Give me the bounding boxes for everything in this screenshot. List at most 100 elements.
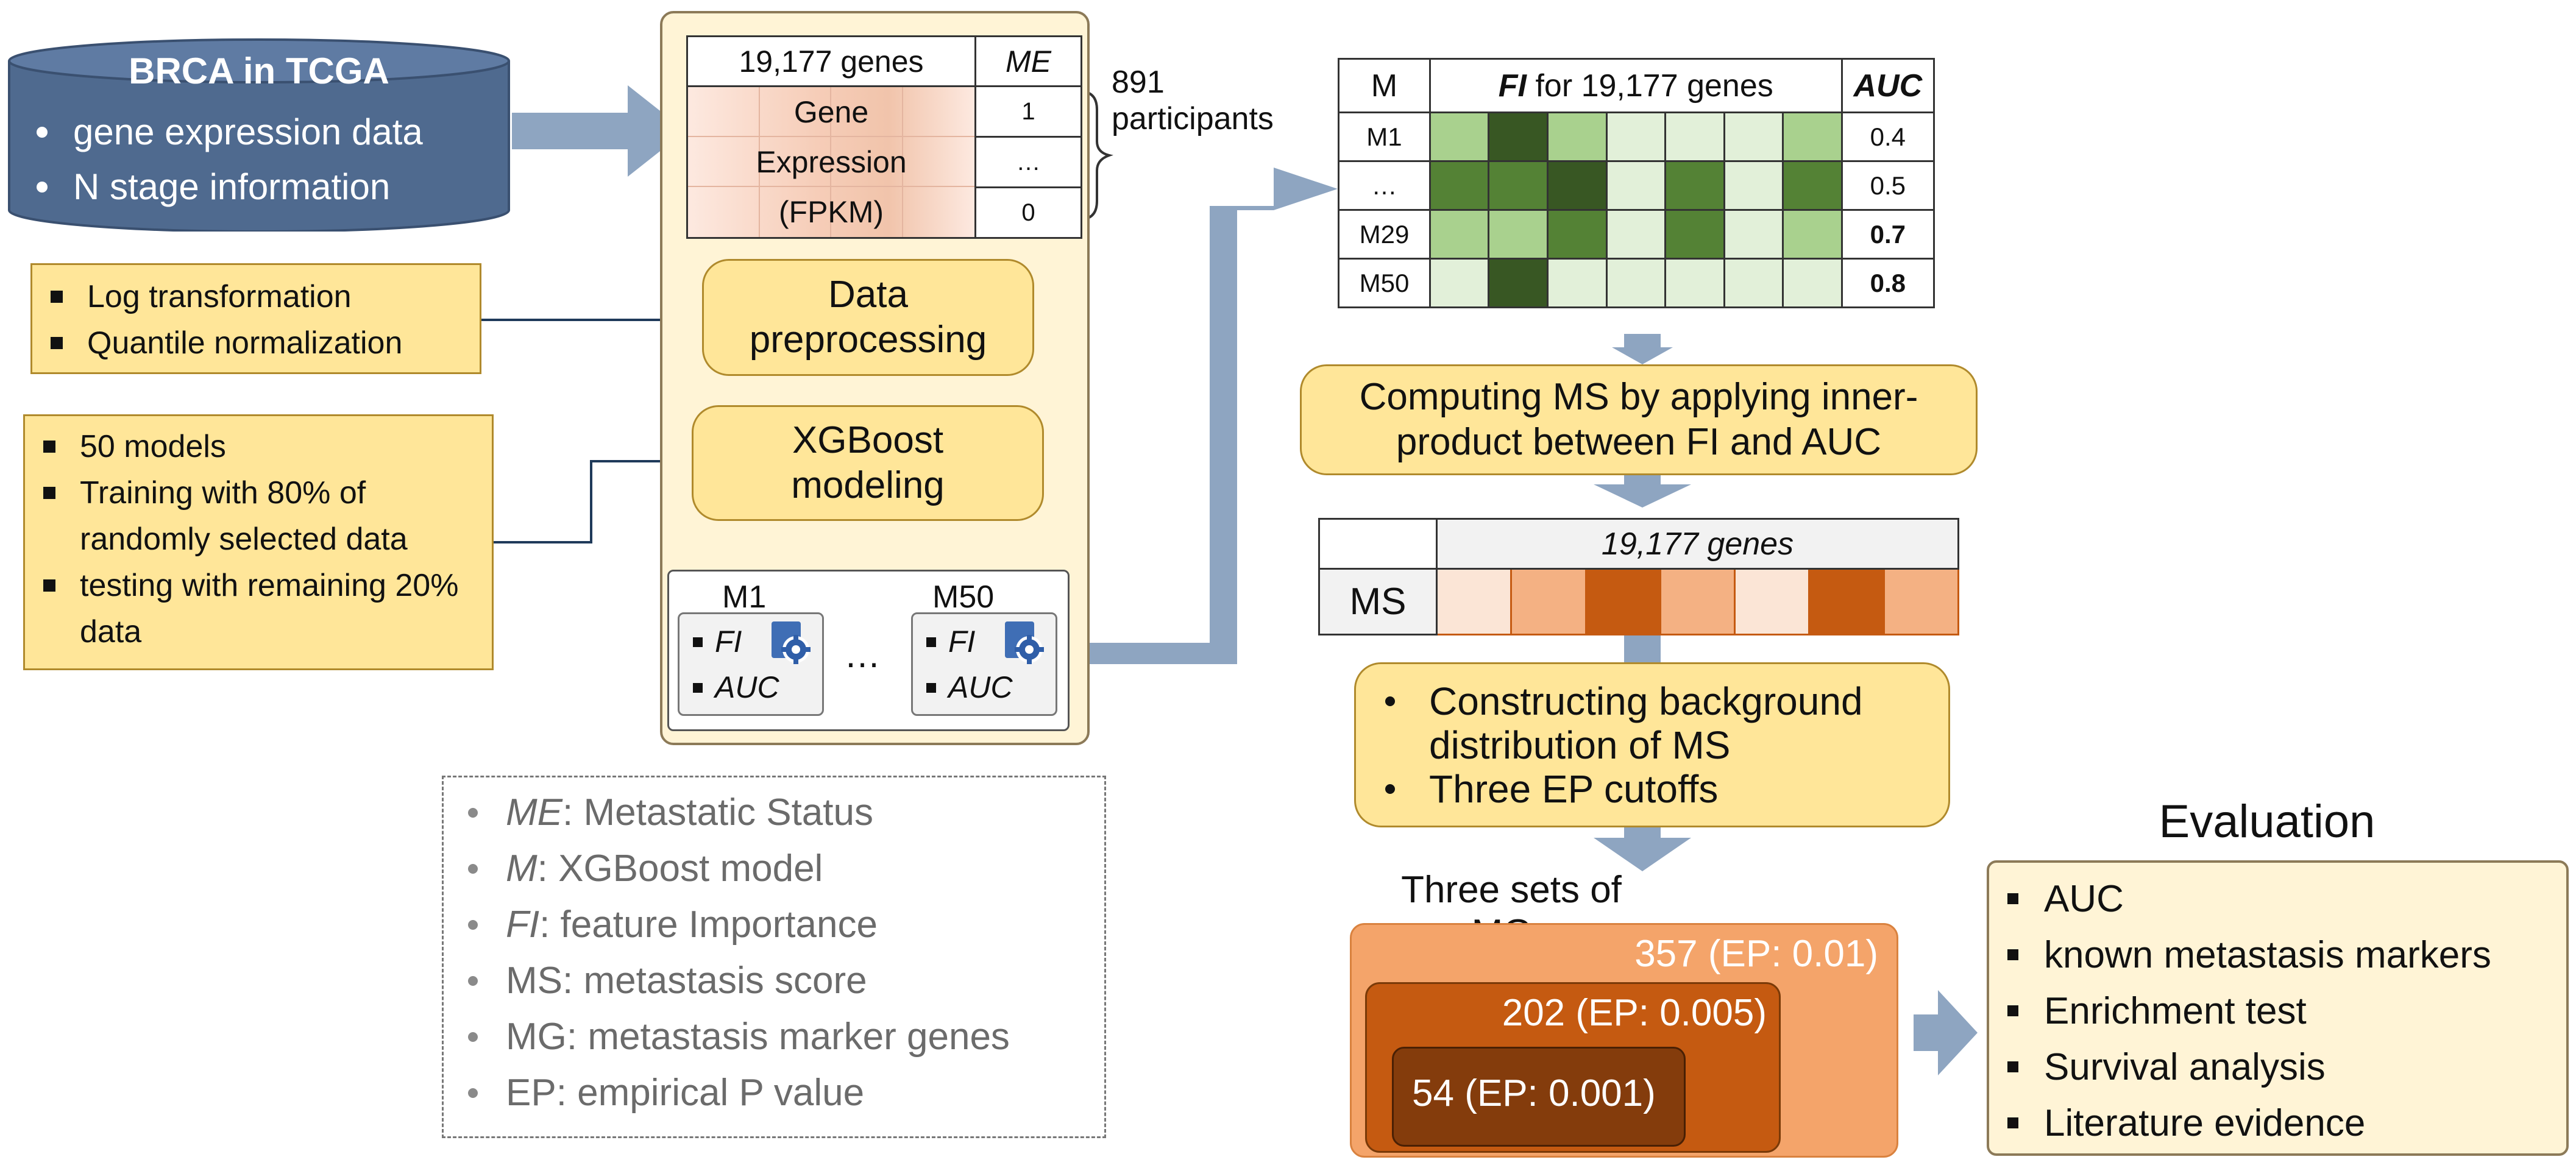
model-card-m50: FI AUC (911, 612, 1057, 716)
mg-set-54: 54 (EP: 0.001) (1392, 1047, 1686, 1147)
ms-cell (1659, 568, 1736, 635)
models-ellipsis: … (844, 634, 881, 675)
me-value: … (974, 136, 1082, 188)
fi-heat-cell (1664, 111, 1725, 162)
fi-row: … 0.5 (1338, 160, 1936, 211)
fi-heat-cell (1782, 258, 1843, 308)
ms-row: MS (1318, 568, 1960, 635)
ms-genes-header: 19,177 genes (1436, 518, 1959, 570)
fi-auc-value: 0.7 (1840, 209, 1936, 260)
fi-heat-cell (1428, 258, 1490, 308)
legend-item: EP: empirical P value (451, 1065, 1097, 1121)
tcga-item: N stage information (18, 160, 506, 214)
fi-row: M29 0.7 (1338, 209, 1936, 260)
arrow-tcga-to-table (512, 85, 686, 177)
model-card-m1: FI AUC (678, 612, 824, 716)
ms-table: 19,177 genes MS (1318, 518, 1960, 635)
fi-heat-cell (1546, 258, 1608, 308)
preprocess-notes: Log transformation Quantile normalizatio… (30, 263, 481, 374)
fi-heat-cell (1546, 209, 1608, 260)
fi-heat-cell (1723, 160, 1784, 211)
evaluation-title: Evaluation (2159, 796, 2376, 848)
arrow-bg-to-mg (1594, 827, 1691, 871)
ms-cell (1882, 568, 1960, 635)
ms-cell (1510, 568, 1587, 635)
arrow-models-to-fi (1070, 168, 1338, 664)
background-step: Constructing background distribution of … (1354, 662, 1950, 827)
fi-heat-cell (1723, 258, 1784, 308)
fi-heat-cell (1428, 160, 1490, 211)
fi-table: M FI for 19,177 genes AUC M1 0.4 … 0.5 M29 0.… (1338, 58, 1936, 308)
fi-heat-cell (1664, 160, 1725, 211)
model-auc: AUC (679, 665, 822, 710)
note-item: testing with remaining 20% data (25, 562, 480, 655)
fi-heat-cell (1488, 111, 1549, 162)
tcga-database: BRCA in TCGA gene expression data N stag… (6, 37, 512, 232)
fi-heat-cell (1723, 111, 1784, 162)
fi-auc-value: 0.4 (1840, 111, 1936, 162)
fi-heat-cell (1605, 258, 1667, 308)
fi-heat-cell (1488, 160, 1549, 211)
fi-model-label: M29 (1338, 209, 1431, 260)
ms-cell (1435, 568, 1513, 635)
evaluation-item: Survival analysis (1989, 1039, 2566, 1095)
ms-empty-corner (1318, 518, 1438, 570)
model-fi: FI (913, 619, 1056, 665)
fi-heat-cell (1488, 209, 1549, 260)
arrow-fi-to-ms (1612, 334, 1673, 364)
note-item: Quantile normalization (32, 320, 480, 366)
me-header: ME (974, 35, 1082, 87)
legend-item: ME: Metastatic Status (451, 785, 1097, 841)
model-m50-name: M50 (932, 579, 995, 615)
legend-item: MS: metastasis score (451, 953, 1097, 1009)
legend-box (442, 776, 1106, 1138)
legend-item: FI: feature Importance (451, 897, 1097, 953)
participants-brace (1079, 90, 1113, 221)
modeling-step: XGBoost modeling (692, 405, 1044, 521)
connector-notes-modeling (494, 460, 689, 543)
evaluation-item: known metastasis markers (1989, 927, 2566, 983)
gear-document-icon (772, 621, 811, 664)
fi-heat-cell (1428, 209, 1490, 260)
database-icon (8, 38, 510, 232)
fi-heat-cell (1546, 160, 1608, 211)
matrix-label: Gene (793, 95, 869, 129)
fi-model-label: … (1338, 160, 1431, 211)
me-value: 1 (974, 85, 1082, 138)
fi-heat-cell (1782, 209, 1843, 260)
fi-heat-cell (1664, 209, 1725, 260)
fi-row: M1 0.4 (1338, 111, 1936, 162)
fi-heat-cell (1723, 209, 1784, 260)
participants-label: 891 participants (1112, 65, 1274, 136)
preprocessing-step: Data preprocessing (702, 259, 1034, 376)
bg-item: Three EP cutoffs (1356, 767, 1948, 811)
matrix-label: (FPKM) (778, 195, 884, 229)
tcga-item: gene expression data (18, 105, 506, 160)
note-item: 50 models (25, 423, 480, 470)
auc-header: AUC (1840, 58, 1936, 113)
ms-cell (1734, 568, 1811, 635)
arrow-ms-to-mstable (1594, 475, 1691, 508)
arrow-mstable-to-bg (1624, 635, 1661, 662)
tcga-title: BRCA in TCGA (129, 51, 389, 91)
evaluation-box: AUC known metastasis markers Enrichment … (1987, 860, 2569, 1156)
matrix-label: Expression (756, 145, 907, 179)
fi-heat-cell (1782, 160, 1843, 211)
note-item: Training with 80% of randomly selected d… (25, 470, 480, 562)
fi-model-label: M1 (1338, 111, 1431, 162)
expression-table: 19,177 genes ME Gene Expression (FPKM) 1… (686, 35, 1082, 239)
fi-auc-value: 0.5 (1840, 160, 1936, 211)
expression-matrix: Gene Expression (FPKM) (686, 85, 976, 239)
ms-step: Computing MS by applying inner-product b… (1300, 364, 1978, 475)
arrow-mg-to-eval (1914, 990, 1978, 1075)
ms-cell (1584, 568, 1661, 635)
fi-auc-value: 0.8 (1840, 258, 1936, 308)
fi-heat-cell (1782, 111, 1843, 162)
legend-item: MG: metastasis marker genes (451, 1009, 1097, 1065)
fi-heat-cell (1605, 111, 1667, 162)
ms-row-label: MS (1318, 568, 1438, 635)
genes-header: 19,177 genes (686, 35, 976, 87)
fi-heat-cell (1546, 111, 1608, 162)
fi-heat-cell (1605, 160, 1667, 211)
model-fi: FI (679, 619, 822, 665)
